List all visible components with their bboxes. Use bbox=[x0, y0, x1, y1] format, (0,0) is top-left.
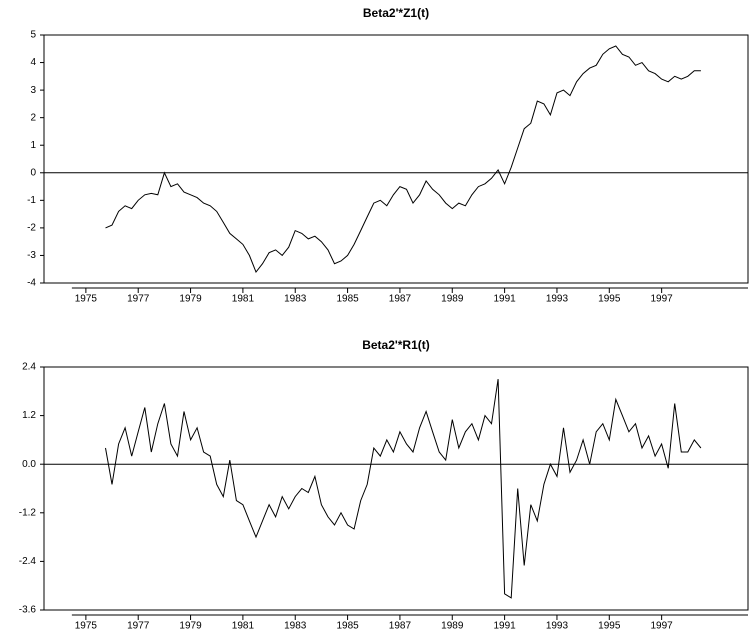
x-tick-label: 1995 bbox=[598, 621, 621, 632]
x-tick-label: 1997 bbox=[651, 294, 674, 305]
y-tick-label: -1 bbox=[27, 195, 36, 206]
x-tick-label: 1983 bbox=[284, 294, 307, 305]
y-tick-label: -2 bbox=[27, 223, 36, 234]
x-tick-label: 1981 bbox=[232, 294, 255, 305]
y-tick-label: 0 bbox=[30, 167, 36, 178]
x-tick-label: 1985 bbox=[336, 621, 359, 632]
x-tick-label: 1981 bbox=[232, 621, 255, 632]
y-tick-label: -3.6 bbox=[19, 605, 37, 616]
x-tick-label: 1997 bbox=[651, 621, 674, 632]
y-tick-label: 0.0 bbox=[22, 459, 36, 470]
x-tick-label: 1979 bbox=[179, 294, 202, 305]
x-tick-label: 1987 bbox=[389, 294, 412, 305]
x-tick-label: 1979 bbox=[179, 621, 202, 632]
y-tick-label: -1.2 bbox=[19, 507, 37, 518]
y-tick-label: -3 bbox=[27, 250, 36, 261]
x-tick-label: 1977 bbox=[127, 621, 150, 632]
x-tick-label: 1983 bbox=[284, 621, 307, 632]
x-tick-label: 1977 bbox=[127, 294, 150, 305]
data-line bbox=[105, 45, 701, 273]
y-tick-label: 4 bbox=[30, 57, 36, 68]
data-line bbox=[105, 379, 702, 599]
x-tick-label: 1975 bbox=[75, 294, 98, 305]
chart-title: Beta2'*R1(t) bbox=[362, 338, 430, 352]
y-tick-label: 3 bbox=[30, 85, 36, 96]
y-tick-label: 2.4 bbox=[22, 362, 36, 373]
y-tick-label: 5 bbox=[30, 30, 36, 41]
x-tick-label: 1985 bbox=[336, 294, 359, 305]
y-tick-label: 1.2 bbox=[22, 410, 36, 421]
x-tick-label: 1993 bbox=[546, 621, 569, 632]
x-tick-label: 1989 bbox=[441, 294, 464, 305]
x-tick-label: 1991 bbox=[493, 294, 516, 305]
y-tick-label: -2.4 bbox=[19, 556, 37, 567]
chart-title: Beta2'*Z1(t) bbox=[363, 6, 429, 20]
x-tick-label: 1989 bbox=[441, 621, 464, 632]
y-tick-label: 1 bbox=[30, 140, 36, 151]
x-tick-label: 1993 bbox=[546, 294, 569, 305]
x-tick-label: 1987 bbox=[389, 621, 412, 632]
y-tick-label: -4 bbox=[27, 278, 36, 289]
plot-frame bbox=[43, 366, 749, 611]
x-tick-label: 1975 bbox=[75, 621, 98, 632]
y-tick-label: 2 bbox=[30, 112, 36, 123]
x-tick-label: 1995 bbox=[598, 294, 621, 305]
x-tick-label: 1991 bbox=[493, 621, 516, 632]
plot-frame bbox=[43, 34, 749, 284]
